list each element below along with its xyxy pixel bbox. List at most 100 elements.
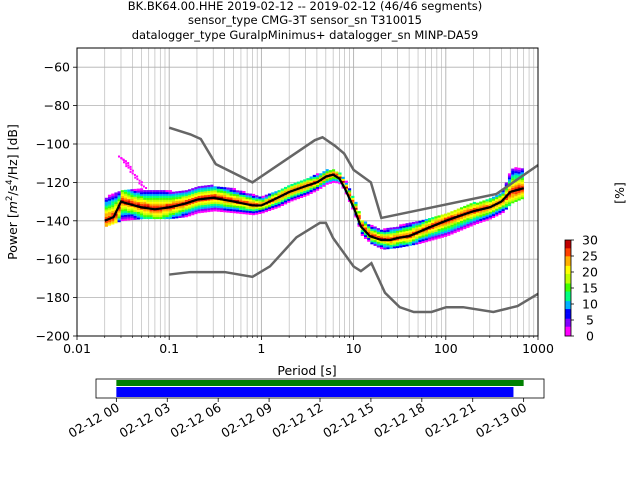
histogram-cell [165, 215, 169, 218]
histogram-cell [181, 215, 185, 218]
histogram-cell [181, 194, 185, 197]
histogram-cell [184, 209, 188, 212]
histogram-cell [511, 185, 515, 188]
histogram-cell [261, 209, 265, 212]
histogram-cell [363, 225, 368, 228]
histogram-cell [447, 229, 451, 232]
histogram-cell [107, 200, 112, 203]
outlier-cell [125, 162, 128, 165]
histogram-cell [463, 209, 467, 212]
histogram-cell [299, 184, 304, 187]
histogram-cell [168, 215, 172, 218]
histogram-cell [507, 200, 512, 203]
histogram-cell [488, 207, 492, 210]
histogram-cell [405, 232, 409, 235]
histogram-cell [386, 241, 390, 244]
histogram-cell [447, 216, 451, 219]
histogram-cell [328, 177, 332, 180]
histogram-cell [418, 239, 422, 243]
histogram-cell [376, 239, 380, 242]
histogram-cell [383, 245, 387, 248]
histogram-cell [162, 215, 166, 218]
histogram-cell [139, 190, 144, 193]
histogram-cell [379, 237, 384, 240]
histogram-cell [299, 180, 304, 183]
histogram-cell [463, 221, 467, 224]
histogram-cell [274, 202, 278, 205]
histogram-cell [501, 193, 505, 196]
colorbar-segment [565, 326, 571, 329]
histogram-cell [149, 203, 153, 206]
histogram-cell [379, 243, 384, 246]
histogram-cell [437, 226, 441, 230]
histogram-cell [386, 229, 390, 232]
noise-model-nlnm [169, 221, 539, 314]
histogram-cell [232, 203, 236, 206]
histogram-cell [328, 181, 332, 184]
histogram-cell [213, 203, 217, 206]
histogram-cell [466, 204, 470, 207]
x-tick-label: 0.01 [63, 341, 91, 356]
histogram-cell [379, 229, 384, 232]
histogram-cell [501, 210, 505, 214]
histogram-cell [463, 207, 467, 210]
histogram-cell [258, 209, 262, 213]
histogram-cell [399, 239, 403, 242]
histogram-cell [111, 203, 115, 206]
outlier-cell [131, 172, 134, 175]
histogram-cell [149, 190, 153, 193]
histogram-cell [322, 178, 326, 182]
histogram-cell [171, 197, 176, 200]
histogram-cell [389, 242, 393, 245]
histogram-cell [456, 218, 460, 221]
histogram-cell [424, 230, 428, 233]
histogram-cell [450, 218, 454, 222]
histogram-cell [187, 189, 192, 192]
histogram-cell [245, 193, 249, 196]
histogram-cell [219, 207, 224, 211]
histogram-cell [139, 211, 144, 214]
histogram-cell [299, 195, 304, 198]
histogram-cell [479, 207, 483, 210]
histogram-cell [379, 241, 384, 244]
histogram-cell [325, 171, 329, 174]
histogram-cell [178, 198, 182, 201]
histogram-cell [223, 204, 227, 207]
histogram-cell [114, 215, 118, 218]
histogram-cell [168, 195, 172, 198]
histogram-cell [277, 205, 281, 208]
histogram-cell [312, 174, 316, 177]
histogram-cell [235, 211, 240, 214]
histogram-cell [248, 212, 252, 215]
histogram-cell [264, 206, 268, 209]
histogram-cell [245, 198, 249, 202]
histogram-cell [187, 210, 192, 213]
histogram-cell [200, 210, 204, 213]
histogram-cell [373, 234, 377, 237]
histogram-cell [251, 195, 256, 198]
histogram-cell [482, 202, 486, 205]
histogram-cell [203, 193, 208, 196]
histogram-cell [251, 207, 256, 210]
histogram-cell [203, 185, 208, 188]
histogram-cell [255, 212, 259, 215]
histogram-cell [389, 244, 393, 247]
histogram-cell [395, 245, 400, 249]
histogram-cell [178, 208, 182, 211]
histogram-cell [306, 187, 310, 190]
histogram-cell [463, 223, 467, 226]
histogram-cell [312, 176, 316, 179]
histogram-cell [197, 188, 201, 191]
histogram-cell [274, 195, 278, 198]
histogram-cell [191, 205, 195, 208]
histogram-cell [242, 212, 246, 215]
histogram-cell [274, 200, 278, 203]
histogram-cell [178, 194, 182, 197]
histogram-cell [495, 210, 499, 213]
histogram-cell [466, 223, 470, 226]
histogram-cell [165, 201, 169, 204]
histogram-cell [155, 197, 160, 200]
histogram-cell [383, 228, 387, 231]
histogram-cell [386, 227, 390, 231]
